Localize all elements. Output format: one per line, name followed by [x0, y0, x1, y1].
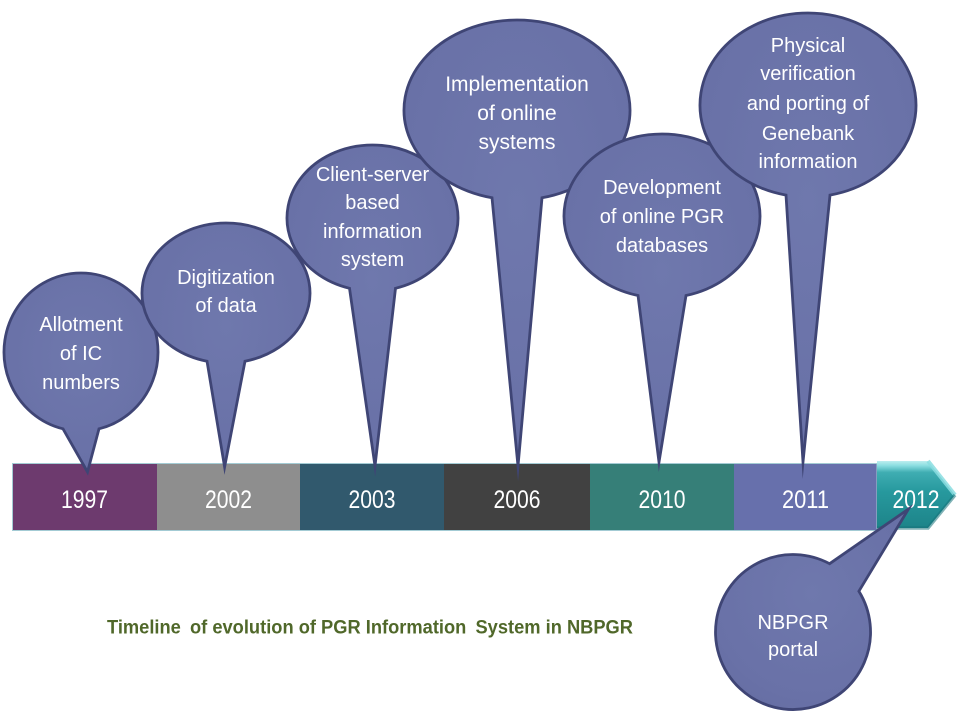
svg-text:based: based [345, 192, 400, 214]
svg-text:verification: verification [760, 63, 856, 85]
svg-text:systems: systems [478, 131, 555, 154]
svg-text:Timeline of evolution of PGR I: Timeline of evolution of PGR Information… [107, 618, 633, 639]
svg-text:Digitization: Digitization [177, 267, 275, 289]
svg-text:of data: of data [195, 295, 257, 317]
svg-text:information: information [323, 221, 422, 243]
svg-text:NBPGR: NBPGR [757, 612, 828, 634]
svg-text:2006: 2006 [494, 486, 541, 514]
svg-text:databases: databases [616, 235, 708, 257]
svg-text:numbers: numbers [42, 372, 120, 394]
svg-text:Development: Development [603, 177, 721, 199]
svg-text:of online PGR: of online PGR [600, 206, 725, 228]
svg-text:2012: 2012 [893, 486, 940, 514]
svg-text:portal: portal [768, 639, 818, 661]
svg-text:Physical: Physical [771, 35, 845, 57]
svg-text:2002: 2002 [205, 486, 252, 514]
svg-text:of online: of online [477, 102, 556, 125]
svg-text:information: information [759, 151, 858, 173]
svg-text:1997: 1997 [61, 486, 108, 514]
svg-text:Implementation: Implementation [445, 73, 589, 96]
svg-text:2010: 2010 [639, 486, 686, 514]
svg-text:Client-server: Client-server [316, 164, 430, 186]
svg-text:and porting of: and porting of [747, 93, 870, 115]
svg-text:2011: 2011 [782, 486, 829, 514]
svg-text:system: system [341, 249, 404, 271]
svg-text:Allotment: Allotment [39, 314, 123, 336]
svg-text:2003: 2003 [349, 486, 396, 514]
svg-text:of IC: of IC [60, 343, 102, 365]
svg-text:Genebank: Genebank [762, 123, 855, 145]
